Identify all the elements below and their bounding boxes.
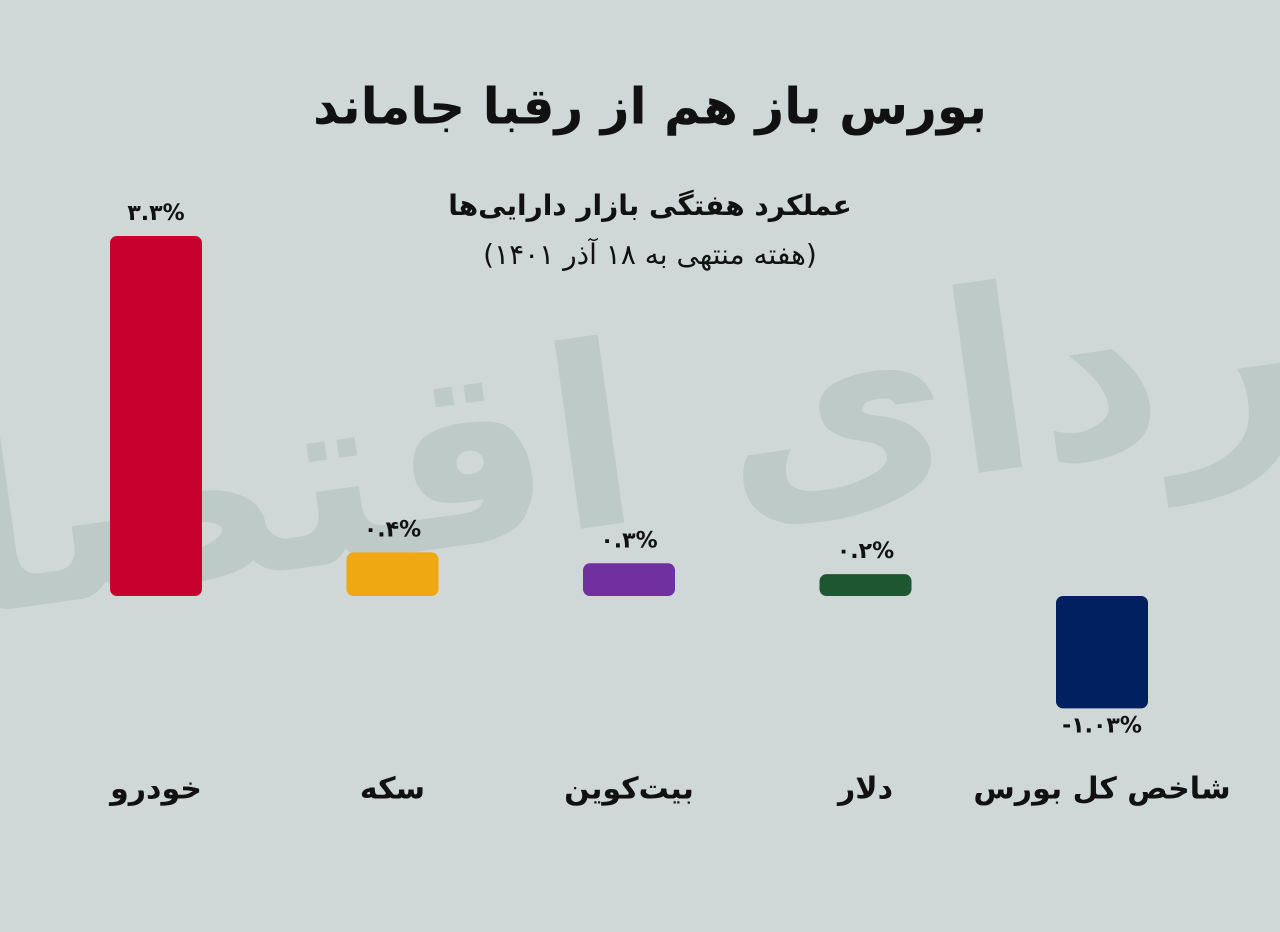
bar xyxy=(583,563,675,596)
chart-subtitle-date: (هفته منتهی به ۱۸ آذر ۱۴۰۱) xyxy=(483,238,817,271)
value-label: ۳.۳% xyxy=(127,201,184,226)
bar xyxy=(110,236,202,596)
category-label: شاخص کل بورس xyxy=(973,772,1230,807)
value-label: ۰.۴% xyxy=(364,517,421,542)
value-label: -۱.۰۳% xyxy=(1062,713,1142,738)
bar xyxy=(346,552,439,596)
category-label: دلار xyxy=(836,772,893,807)
value-label: ۰.۲% xyxy=(837,539,894,564)
category-label: خودرو xyxy=(108,772,202,807)
category-label: سکه xyxy=(360,772,425,807)
value-label: ۰.۳% xyxy=(600,528,657,553)
chart-subtitle: عملکرد هفتگی بازار دارایی‌ها xyxy=(448,189,852,222)
category-label: بیت‌کوین xyxy=(564,772,694,807)
bar xyxy=(819,574,912,596)
chart-title: بورس باز هم از رقبا جاماند xyxy=(313,78,987,137)
bar xyxy=(1056,596,1148,709)
